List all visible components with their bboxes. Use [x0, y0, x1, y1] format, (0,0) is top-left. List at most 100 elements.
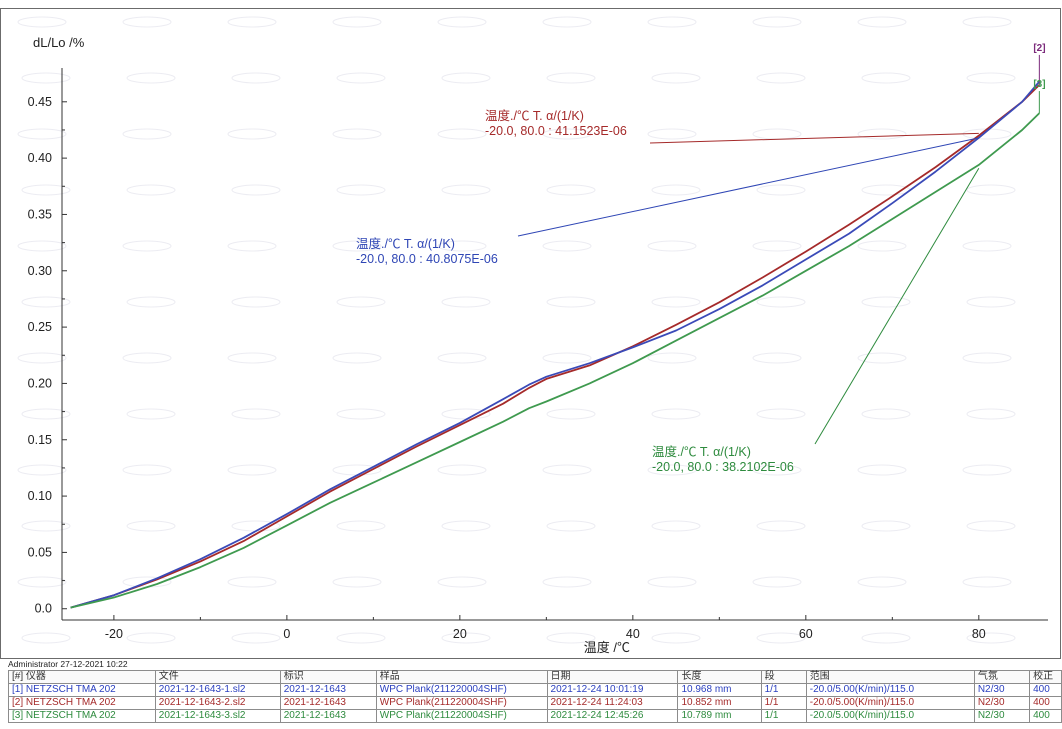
watermark-logo	[17, 16, 67, 28]
watermark-logo	[17, 352, 67, 364]
watermark-logo	[17, 240, 67, 252]
curve-end-label: [2]	[1033, 43, 1045, 54]
x-axis-label: 温度 /℃	[584, 640, 630, 655]
watermark-logo	[227, 464, 277, 476]
watermark-logo	[441, 632, 491, 644]
watermark-logo	[752, 240, 802, 252]
watermark-logo	[441, 296, 491, 308]
annotation-layer: 温度./℃ T. α/(1/K)-20.0, 80.0 : 41.1523E-0…	[356, 108, 980, 474]
watermark-logo	[126, 296, 176, 308]
table-cell: 400	[1029, 683, 1062, 697]
watermark-logo	[21, 72, 71, 84]
measurement-table: [#] 仪器 文件 标识 样品 日期 长度段范围 气氛 校正 [1] NETZSCH TMA 2…	[8, 670, 1062, 723]
watermark-logo	[546, 632, 596, 644]
watermark-logo	[651, 72, 701, 84]
watermark-logo	[332, 128, 382, 140]
y-tick-label: 0.05	[28, 545, 52, 559]
table-cell: N2/30	[973, 709, 1031, 723]
watermark-logo	[542, 128, 592, 140]
watermark-logo	[752, 576, 802, 588]
watermark-logo	[756, 632, 806, 644]
table-cell: 2021-12-1643-1.sl2	[154, 683, 281, 697]
watermark-logo	[227, 128, 277, 140]
watermark-logo	[21, 296, 71, 308]
y-axis-label: dL/Lo /%	[33, 35, 85, 50]
watermark-logo	[17, 576, 67, 588]
table-cell: 2021-12-1643	[279, 696, 377, 710]
table-header-cell: 范围	[805, 670, 975, 684]
table-cell: 1/1	[760, 683, 807, 697]
table-cell: 400	[1029, 709, 1062, 723]
watermark-logo	[332, 576, 382, 588]
watermark-logo	[437, 128, 487, 140]
table-header-cell: 长度	[677, 670, 762, 684]
watermark-logo	[756, 72, 806, 84]
watermark-logo	[962, 240, 1012, 252]
table-header-cell: 校正	[1029, 670, 1062, 684]
watermark-logo	[647, 464, 697, 476]
watermark-logo	[332, 352, 382, 364]
watermark-logo	[857, 240, 907, 252]
series-line-2	[70, 84, 1041, 609]
table-cell: [2] NETZSCH TMA 202	[8, 696, 156, 710]
table-cell: -20.0/5.00(K/min)/115.0	[805, 696, 975, 710]
watermark-logo	[336, 632, 386, 644]
table-cell: 400	[1029, 696, 1062, 710]
watermark-logo	[21, 632, 71, 644]
watermark-logo	[231, 72, 281, 84]
watermark-logo	[861, 72, 911, 84]
watermark-logo	[231, 296, 281, 308]
watermark-logo	[542, 240, 592, 252]
watermark-logo	[441, 184, 491, 196]
watermark-logo	[752, 352, 802, 364]
chart-frame	[0, 8, 1061, 659]
watermark-logo	[546, 408, 596, 420]
watermark-logo	[546, 72, 596, 84]
watermark-logo	[231, 408, 281, 420]
watermark-logo	[966, 632, 1016, 644]
table-cell: 2021-12-24 11:24:03	[546, 696, 679, 710]
watermark-logo	[647, 576, 697, 588]
table-cell: -20.0/5.00(K/min)/115.0	[805, 709, 975, 723]
watermark-logo	[122, 240, 172, 252]
watermark-logo	[437, 576, 487, 588]
y-tick-label: 0.0	[35, 602, 52, 616]
watermark-logo	[231, 184, 281, 196]
watermark-logo	[966, 72, 1016, 84]
watermark-logo	[962, 576, 1012, 588]
table-cell: 10.789 mm	[677, 709, 762, 723]
watermark-logo	[966, 296, 1016, 308]
series-layer: [2] [3]	[70, 43, 1046, 609]
table-header-cell: 文件	[154, 670, 281, 684]
watermark-logo	[441, 520, 491, 532]
x-tick-label: 40	[626, 627, 640, 641]
table-cell: 10.968 mm	[677, 683, 762, 697]
table-header-cell: 日期	[546, 670, 679, 684]
table-header-cell: 样品	[375, 670, 548, 684]
watermark-logo	[651, 296, 701, 308]
series-line-3	[70, 112, 1041, 609]
watermark-logo	[962, 16, 1012, 28]
table-cell: 2021-12-1643	[279, 709, 377, 723]
watermark-logo	[756, 408, 806, 420]
table-cell: -20.0/5.00(K/min)/115.0	[805, 683, 975, 697]
watermark-logo	[542, 16, 592, 28]
table-header-row: [#] 仪器 文件 标识 样品 日期 长度段范围 气氛 校正	[8, 670, 1062, 684]
watermark-logo	[336, 296, 386, 308]
table-cell: 1/1	[760, 709, 807, 723]
watermark-logo	[546, 296, 596, 308]
watermark-logo	[542, 464, 592, 476]
y-tick-label: 0.10	[28, 489, 52, 503]
annotation-header: 温度./℃ T. α/(1/K)	[356, 236, 455, 251]
y-tick-label: 0.30	[28, 264, 52, 278]
watermark-logo	[966, 408, 1016, 420]
watermark-logo	[542, 576, 592, 588]
watermark-logo	[126, 520, 176, 532]
watermark-logo	[861, 296, 911, 308]
watermark-logo	[437, 464, 487, 476]
watermark-logo	[861, 632, 911, 644]
watermark-logo	[122, 16, 172, 28]
x-tick-label: 0	[283, 627, 290, 641]
watermark-logo	[546, 184, 596, 196]
y-tick-label: 0.35	[28, 207, 52, 221]
